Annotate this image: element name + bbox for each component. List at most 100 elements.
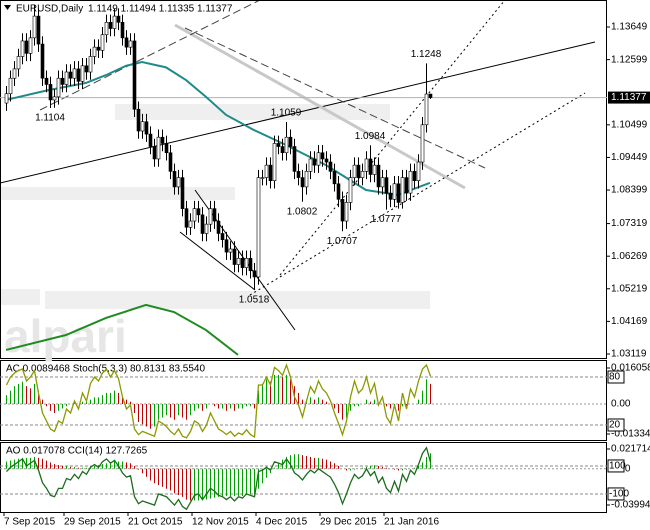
indicator-line	[5, 363, 432, 439]
candle-body	[144, 121, 149, 135]
x-tick-label: 4 Dec 2015	[256, 517, 308, 528]
trend-line	[184, 27, 486, 169]
candle-body	[176, 177, 181, 188]
candle-body	[244, 258, 249, 268]
candle-body	[392, 183, 397, 200]
candle-body	[372, 164, 377, 175]
y-tick-label: 1.05219	[611, 283, 648, 294]
trend-line	[249, 92, 586, 296]
y-tick-label: 1.03119	[611, 349, 647, 360]
candle-body	[132, 40, 137, 110]
candle-body	[172, 171, 177, 188]
candle-body	[104, 22, 109, 36]
trend-line	[39, 0, 261, 111]
candle-body	[124, 37, 129, 48]
candle-body	[356, 164, 361, 178]
level-box	[607, 487, 625, 501]
y-tick-label: 1.09449	[611, 152, 648, 163]
price-annotation: 1.1059	[271, 108, 302, 119]
trend-line	[0, 41, 596, 184]
level-label: -100	[609, 489, 629, 500]
candle-body	[76, 68, 81, 82]
candle-body	[360, 171, 365, 178]
candle-body	[44, 77, 49, 85]
candle-body	[20, 40, 25, 57]
candle-body	[192, 208, 197, 222]
candle-body	[276, 143, 281, 147]
candle-body	[368, 158, 373, 175]
y-tick-label: 1.08399	[611, 185, 648, 196]
candle-body	[348, 177, 353, 203]
candle-body	[212, 208, 217, 222]
candle-body	[336, 183, 341, 200]
price-annotation: 1.0984	[355, 131, 386, 142]
candle-body	[340, 199, 345, 222]
trend-line	[279, 0, 506, 276]
candle-body	[284, 136, 289, 154]
y-tick-label: 1.10499	[611, 119, 648, 130]
candle-body	[264, 164, 269, 178]
candle-body	[400, 177, 405, 203]
zone	[0, 187, 235, 200]
candle-body	[364, 158, 369, 172]
candle-body	[84, 65, 89, 73]
candle-body	[236, 258, 241, 265]
pane-label: AO 0.017078 CCI(14) 127.7265	[6, 446, 148, 457]
candle-body	[16, 56, 21, 70]
y-tick-label: 1.07319	[611, 218, 648, 229]
indicator-line	[6, 446, 432, 511]
x-tick-label: 7 Sep 2015	[4, 517, 56, 528]
y-tick-label: 0.00	[611, 399, 631, 410]
candle-body	[36, 15, 41, 45]
candle-body	[388, 192, 393, 200]
candle-body	[148, 133, 153, 147]
candle-body	[324, 158, 329, 163]
candle-body	[88, 56, 93, 73]
candle-body	[48, 84, 53, 101]
candle-body	[316, 152, 321, 166]
candle-body	[68, 71, 73, 79]
candle-body	[300, 177, 305, 188]
candle-body	[292, 146, 297, 172]
level-label: 100	[609, 461, 626, 472]
y-tick-label: 1.13649	[611, 22, 648, 33]
y-tick-label: -0.039945	[611, 500, 650, 511]
candle-body	[164, 143, 169, 154]
channel-line	[179, 231, 256, 291]
candle-body	[384, 177, 389, 194]
level-label: 20	[609, 420, 621, 431]
candle-body	[248, 258, 253, 272]
candle-body	[196, 208, 201, 216]
candle-body	[72, 68, 77, 79]
zone	[115, 104, 390, 120]
candle-body	[396, 183, 401, 203]
candle-body	[308, 158, 313, 172]
price-annotation: 1.0518	[239, 295, 270, 306]
candle-body	[260, 177, 265, 179]
candle-body	[28, 37, 33, 54]
candle-body	[320, 152, 325, 160]
x-tick-label: 21 Oct 2015	[128, 517, 183, 528]
candle-body	[428, 93, 433, 98]
candle-body	[328, 161, 333, 172]
candle-body	[404, 177, 409, 194]
candle-body	[8, 77, 13, 95]
candle-body	[408, 171, 413, 194]
header-values: 1.1149 1.11494 1.11335 1.11377	[88, 4, 233, 15]
symbol: EURUSD,Daily	[16, 4, 83, 15]
candle-body	[168, 152, 173, 172]
candle-body	[420, 124, 425, 163]
candle-body	[180, 177, 185, 209]
candle-body	[156, 136, 161, 160]
candle-body	[228, 248, 233, 253]
header-arrow	[4, 5, 11, 10]
candle-body	[224, 239, 229, 253]
x-tick-label: 21 Jan 2016	[384, 517, 439, 528]
candle-body	[60, 77, 65, 85]
candle-body	[280, 146, 285, 154]
candle-body	[100, 34, 105, 51]
y-tick-label: 1.06269	[611, 251, 648, 262]
candle-body	[216, 220, 221, 234]
